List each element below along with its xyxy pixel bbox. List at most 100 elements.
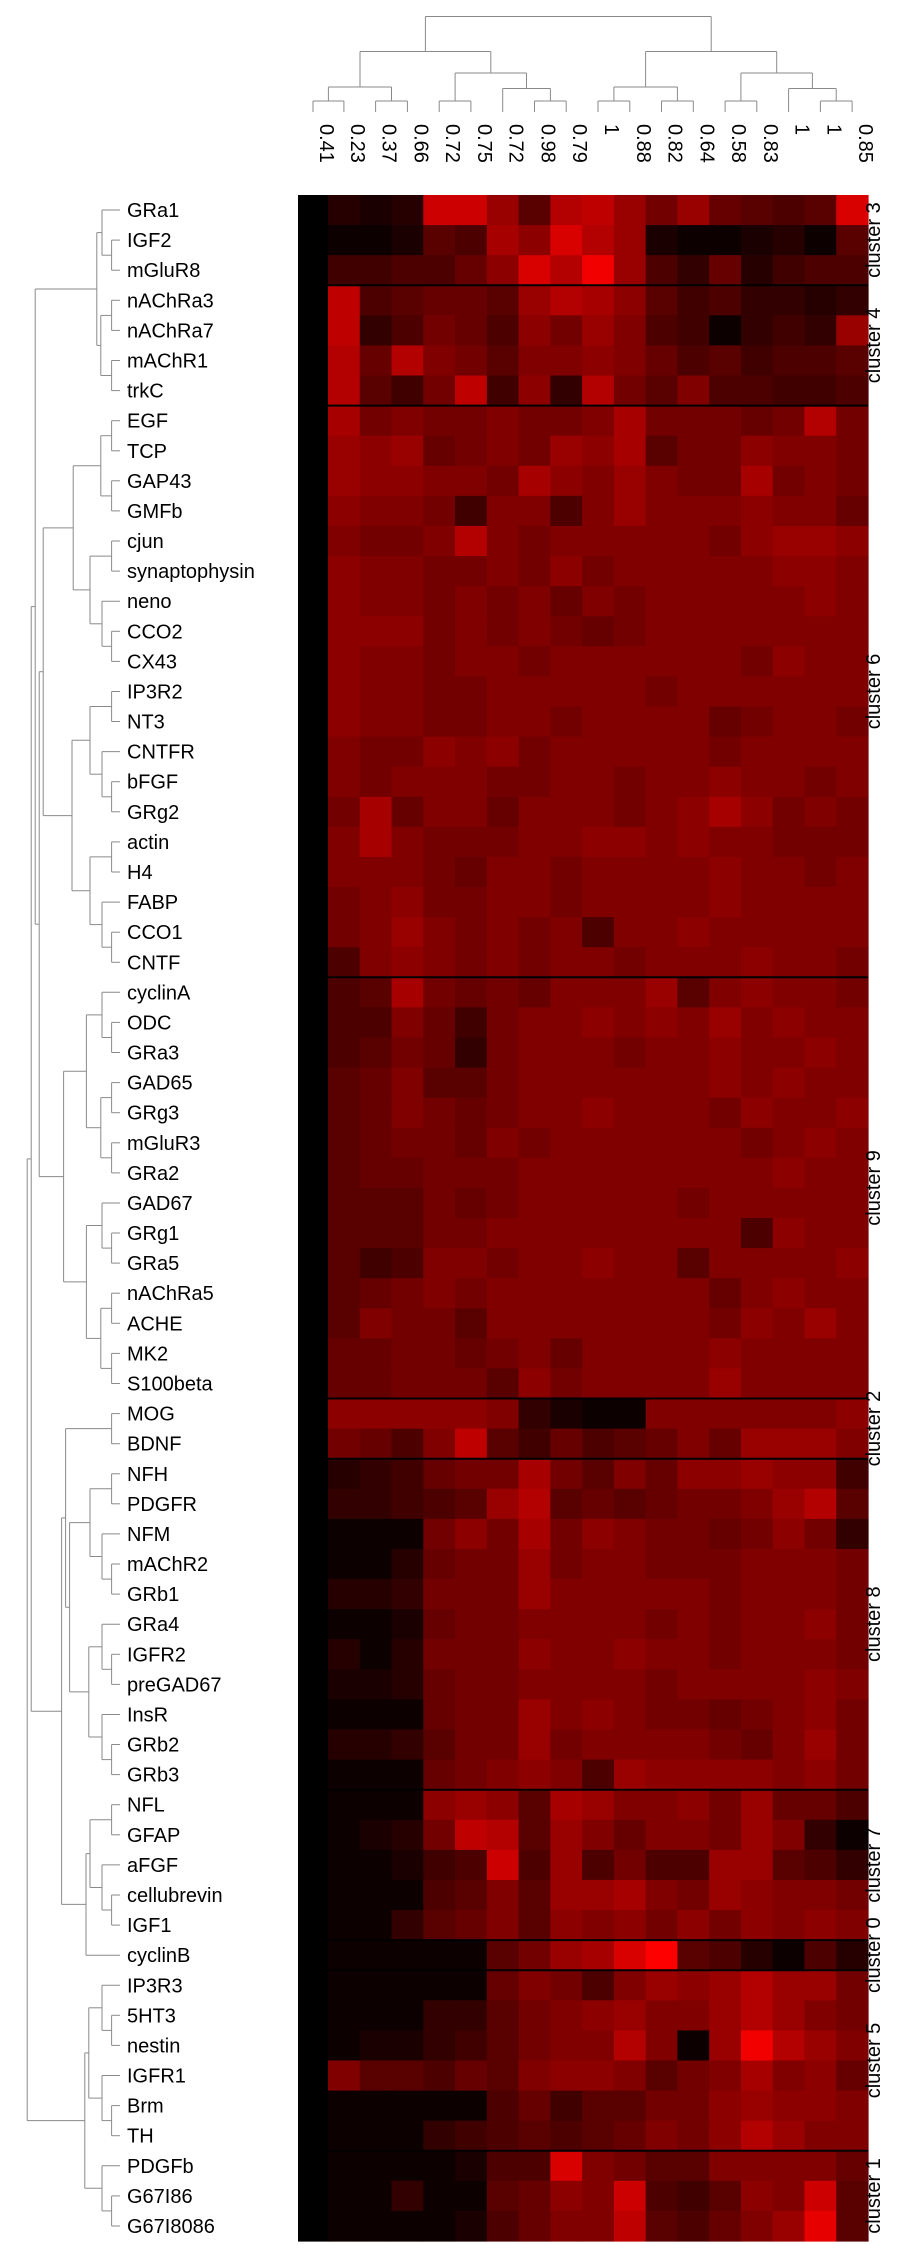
heatmap-cell [518, 586, 551, 617]
heatmap-cell [298, 1218, 329, 1249]
heatmap-cell [709, 1879, 742, 1911]
heatmap-cell [550, 1639, 583, 1670]
row-label: GRa5 [127, 1253, 179, 1275]
heatmap-cell [328, 1308, 361, 1339]
heatmap-cell [423, 1639, 456, 1670]
heatmap-cell [298, 2210, 329, 2242]
heatmap-cell [836, 1819, 869, 1851]
heatmap-cell [359, 1669, 393, 1701]
heatmap-cell [455, 1248, 488, 1279]
heatmap-cell [298, 1518, 329, 1550]
heatmap-cell [391, 1428, 424, 1460]
heatmap-cell [772, 2000, 806, 2031]
heatmap-cell [772, 1759, 806, 1791]
heatmap-cell [391, 2150, 424, 2182]
heatmap-cell [709, 1940, 742, 1971]
heatmap-cell [328, 465, 361, 497]
heatmap-cell [550, 1428, 583, 1460]
heatmap-cell [772, 1488, 806, 1520]
heatmap-cell [740, 2030, 774, 2062]
heatmap-cell [836, 1789, 869, 1821]
heatmap-cell [359, 2030, 393, 2062]
heatmap-cell [455, 2210, 488, 2242]
heatmap-cell [582, 435, 615, 467]
heatmap-cell [391, 1970, 424, 2001]
heatmap-cell [423, 856, 456, 888]
heatmap-cell [298, 917, 329, 948]
heatmap-cell [804, 315, 837, 347]
heatmap-cell [836, 1127, 869, 1159]
heatmap-cell [518, 1458, 551, 1490]
row-label: BDNF [127, 1434, 181, 1456]
heatmap-cell [391, 1548, 424, 1580]
heatmap-cell [391, 1248, 424, 1279]
heatmap-cell [740, 2150, 774, 2182]
heatmap-cell [772, 1518, 806, 1550]
heatmap-cell [740, 1067, 774, 1099]
row-label: IGFR1 [127, 2066, 186, 2088]
heatmap-cell [486, 1428, 520, 1460]
heatmap-cell [772, 345, 806, 377]
heatmap-cell [677, 465, 710, 497]
heatmap-cell [645, 1849, 679, 1881]
heatmap-cell [740, 646, 774, 678]
heatmap-cell [550, 435, 583, 467]
column-label: 0.37 [378, 124, 400, 163]
heatmap-cell [359, 706, 393, 738]
heatmap-cell [804, 1759, 837, 1791]
heatmap-cell [550, 1218, 583, 1249]
heatmap-cell [423, 826, 456, 858]
heatmap-cell [709, 285, 742, 316]
heatmap-cell [677, 495, 710, 527]
heatmap-cell [804, 1097, 837, 1129]
column-label: 1 [791, 124, 813, 135]
heatmap-cell [645, 1278, 679, 1309]
heatmap-cell [836, 1940, 869, 1971]
heatmap-cell [423, 1398, 456, 1430]
heatmap-cell [772, 2150, 806, 2182]
heatmap-cell [550, 676, 583, 708]
heatmap-cell [391, 1940, 424, 1971]
heatmap-cell [455, 345, 488, 377]
column-label: 0.82 [664, 124, 686, 163]
heatmap-cell [709, 2000, 742, 2031]
heatmap-cell [359, 375, 393, 407]
heatmap-cell [328, 495, 361, 527]
heatmap-cell [613, 706, 647, 738]
heatmap-cell [804, 1819, 837, 1851]
column-label: 0.23 [346, 124, 368, 163]
heatmap-cell [486, 1488, 520, 1520]
heatmap-cell [804, 465, 837, 497]
heatmap-cell [677, 1879, 710, 1911]
heatmap-cell [391, 1639, 424, 1670]
heatmap-cell [804, 1669, 837, 1701]
heatmap-cell [613, 2000, 647, 2031]
heatmap-cell [298, 405, 329, 437]
heatmap-cell [804, 1037, 837, 1069]
heatmap-cell [709, 1849, 742, 1881]
heatmap-cell [359, 796, 393, 828]
heatmap-cell [645, 1338, 679, 1370]
heatmap-cell [359, 1097, 393, 1129]
heatmap-cell [328, 1398, 361, 1430]
heatmap-cell [518, 826, 551, 858]
row-label: GAD65 [127, 1073, 193, 1095]
heatmap-cell [677, 2060, 710, 2092]
heatmap-cell [836, 255, 869, 286]
heatmap-cell [613, 2120, 647, 2152]
heatmap-cell [391, 1398, 424, 1430]
heatmap-cell [613, 1368, 647, 1400]
heatmap-cell [709, 1127, 742, 1159]
heatmap-cell [486, 1849, 520, 1881]
heatmap-cell [298, 887, 329, 918]
heatmap-cell [677, 1819, 710, 1851]
heatmap-cell [613, 1157, 647, 1189]
heatmap-cell [582, 1699, 615, 1731]
heatmap-cell [772, 465, 806, 497]
heatmap-cell [359, 525, 393, 557]
heatmap-cell [423, 706, 456, 738]
heatmap-cell [359, 1579, 393, 1610]
heatmap-cell [740, 977, 774, 1008]
row-label: synaptophysin [127, 561, 255, 583]
heatmap-cell [455, 1338, 488, 1370]
